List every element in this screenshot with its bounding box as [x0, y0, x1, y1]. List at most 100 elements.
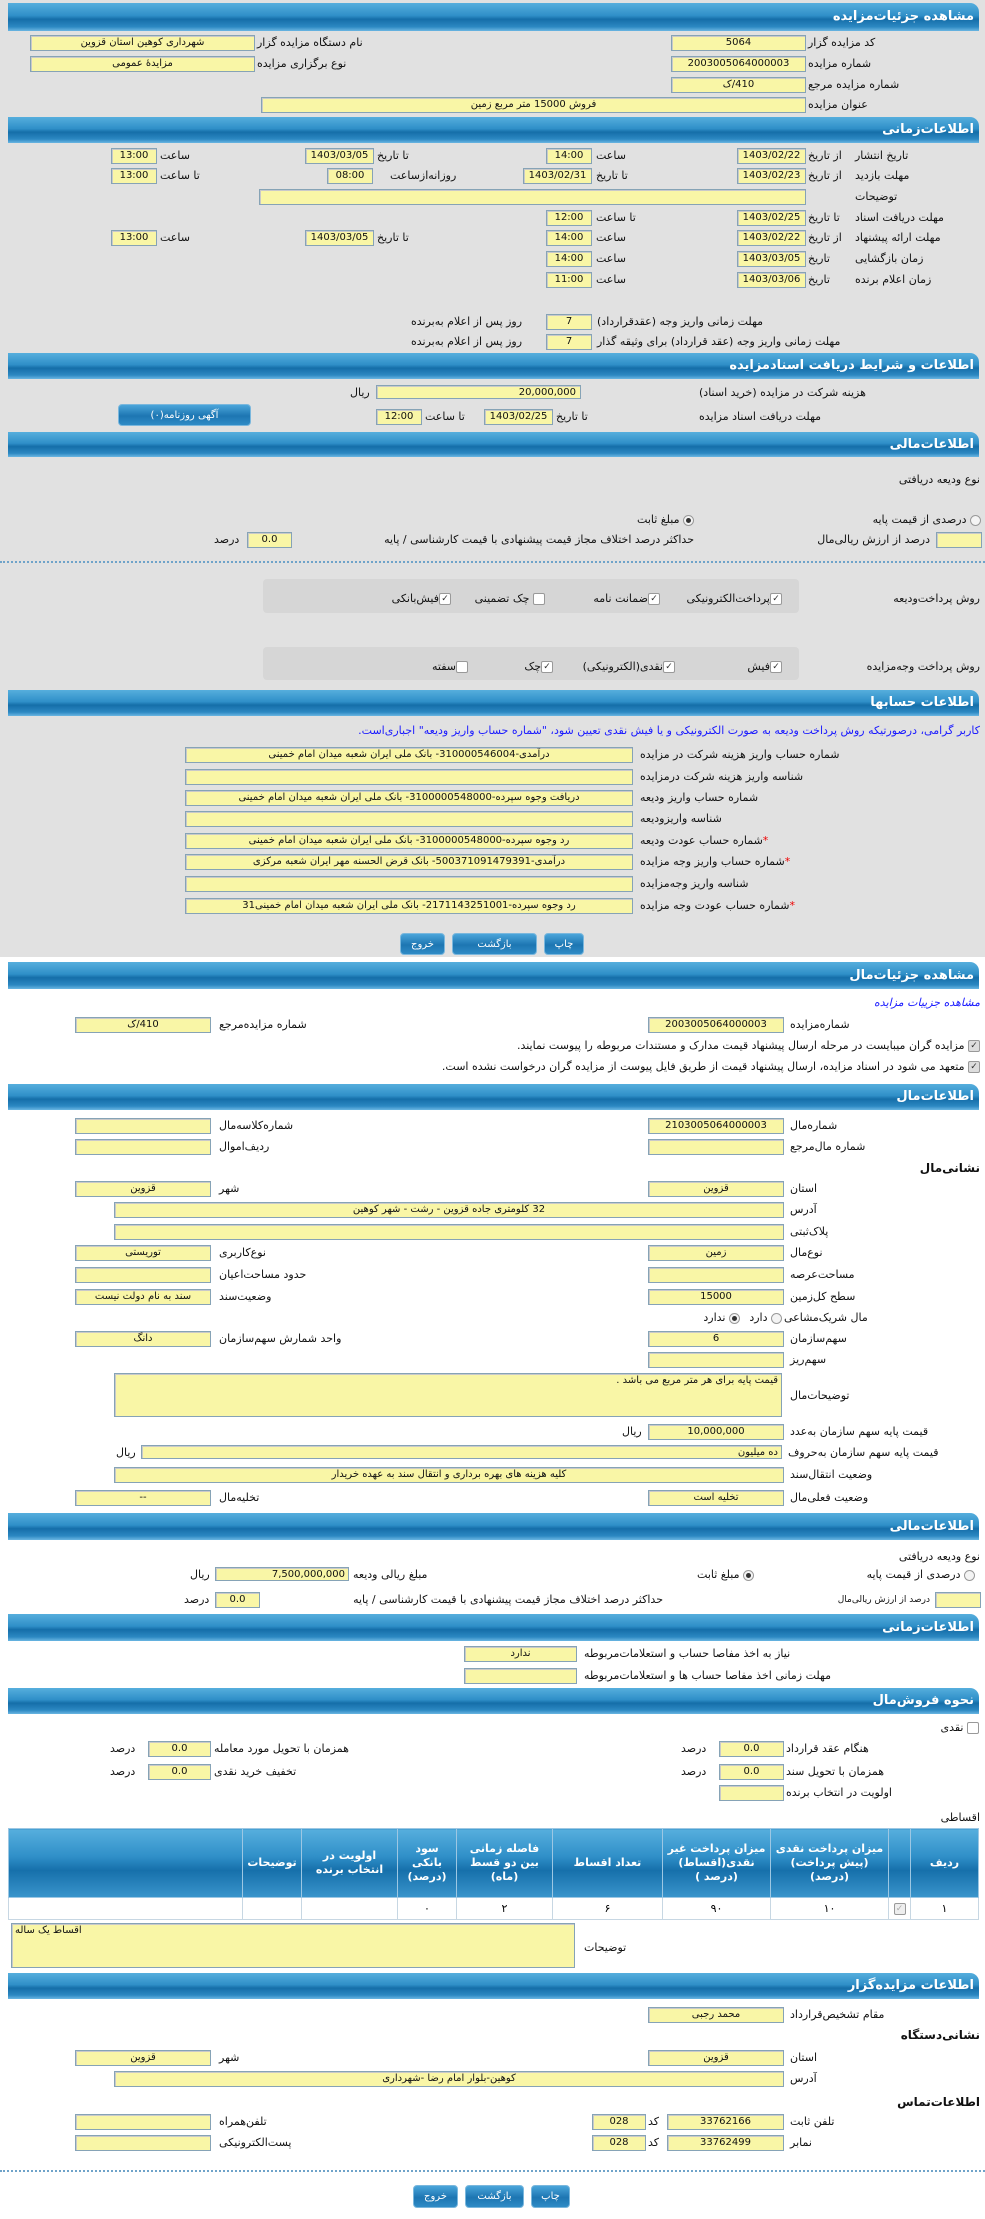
checkbox-check[interactable]: ✓چک — [524, 659, 553, 675]
opening-date[interactable]: 1403/03/05 — [737, 251, 806, 267]
account-field[interactable] — [185, 811, 633, 827]
checkbox-checked-icon[interactable]: ✓ — [541, 661, 553, 673]
account-field[interactable]: درآمدی-310000546004- بانک ملی ایران شعبه… — [185, 747, 633, 763]
building-area-field[interactable] — [75, 1267, 211, 1283]
radio-percent-of-base[interactable]: درصدی از قیمت پایه — [867, 1567, 975, 1583]
org-address-field[interactable]: کوهین-بلوار امام رضا -شهرداری — [114, 2071, 784, 2087]
offer-to-date[interactable]: 1403/03/05 — [305, 230, 374, 246]
checkbox-cash-electronic[interactable]: ✓نقدی(الکترونیکی) — [583, 659, 675, 675]
offer-from-hour[interactable]: 14:00 — [546, 230, 592, 246]
checkbox-attach-docs[interactable]: ✓ مزایده گران میبایست در مرحله ارسال پیش… — [517, 1038, 980, 1054]
winner-priority-field[interactable] — [719, 1785, 784, 1801]
org-city-field[interactable]: قزوین — [75, 2050, 211, 2066]
checkbox-checked-icon[interactable]: ✓ — [968, 1061, 980, 1073]
offer-from-date[interactable]: 1403/02/22 — [737, 230, 806, 246]
share-unit-field[interactable]: دانگ — [75, 1331, 211, 1347]
winner-hour[interactable]: 11:00 — [546, 272, 592, 288]
auction-number-field[interactable]: 2003005064000003 — [671, 56, 806, 72]
percent-of-value-field[interactable] — [935, 1592, 981, 1608]
checkbox-checked-icon[interactable]: ✓ — [648, 593, 660, 605]
clearance-needed-field[interactable]: ندارد — [464, 1646, 577, 1662]
auction-details-link[interactable]: مشاهده جزییات مزایده — [874, 996, 980, 1009]
city-field[interactable]: قزوین — [75, 1181, 211, 1197]
account-field[interactable]: دریافت وجوه سپرده-3100000548000- بانک مل… — [185, 790, 633, 806]
account-field[interactable]: درآمدی-500371091479391- بانک قرض الحسنه … — [185, 854, 633, 870]
land-area-field[interactable] — [648, 1267, 784, 1283]
checkbox-promissory-note[interactable]: سفته — [432, 659, 468, 675]
org-province-field[interactable]: قزوین — [648, 2050, 784, 2066]
checkbox-checked-icon[interactable]: ✓ — [968, 1040, 980, 1052]
evacuation-field[interactable]: -- — [75, 1490, 211, 1506]
delivery-percent-field[interactable]: 0.0 — [148, 1741, 211, 1757]
print-button[interactable]: چاپ — [531, 2185, 570, 2208]
address-field[interactable]: 32 کلومتری جاده قزوین - رشت - شهر کوهین — [114, 1202, 784, 1218]
checkbox-no-file-offer[interactable]: ✓ متعهد می شود در اسناد مزایده، ارسال پی… — [442, 1059, 980, 1075]
phone-code-field[interactable]: 028 — [592, 2114, 646, 2130]
checkbox-checked-icon[interactable]: ✓ — [770, 661, 782, 673]
deed-transfer-field[interactable]: کلیه هزینه های بهره برداری و انتقال سند … — [114, 1467, 784, 1483]
deed-status-field[interactable]: سند به نام دولت نیست — [75, 1289, 211, 1305]
publish-to-date[interactable]: 1403/03/05 — [305, 148, 374, 164]
file-number-field[interactable] — [75, 1118, 211, 1134]
base-price-number-field[interactable]: 10,000,000 — [648, 1424, 784, 1440]
exit-button[interactable]: خروج — [400, 933, 445, 955]
account-field[interactable]: رد وجوه سپرده-3100000548000- بانک ملی ای… — [185, 833, 633, 849]
contract-authority-field[interactable]: محمد رجبی — [648, 2007, 784, 2023]
clearance-deadline-field[interactable] — [464, 1668, 577, 1684]
checkbox-slip[interactable]: ✓فیش — [747, 659, 782, 675]
checkbox-electronic-payment[interactable]: ✓پرداخت‌الکترونیکی — [687, 591, 782, 607]
item-auction-number-field[interactable]: 2003005064000003 — [648, 1017, 784, 1033]
checkbox-guarantee-letter[interactable]: ✓ضمانت نامه — [593, 591, 660, 607]
payment-days-contract[interactable]: 7 — [546, 314, 592, 330]
participation-fee-field[interactable]: 20,000,000 — [376, 385, 581, 399]
fax-code-field[interactable]: 028 — [592, 2135, 646, 2151]
auction-type-field[interactable]: مزایدهٔ عمومی — [30, 56, 255, 72]
account-field[interactable] — [185, 876, 633, 892]
doc-to-hour[interactable]: 12:00 — [546, 210, 592, 226]
max-diff-field[interactable]: 0.0 — [247, 532, 292, 548]
print-button[interactable]: چاپ — [544, 933, 584, 955]
time-description-field[interactable] — [259, 189, 806, 205]
radio-has[interactable]: دارد — [749, 1310, 782, 1326]
radio-checked-icon[interactable] — [743, 1569, 754, 1581]
installments-description-textarea[interactable]: اقساط یک ساله — [11, 1923, 575, 1968]
doc-receive-hour[interactable]: 12:00 — [376, 409, 422, 425]
opening-hour[interactable]: 14:00 — [546, 251, 592, 267]
payment-days-guarantor[interactable]: 7 — [546, 334, 592, 350]
newspaper-ad-button[interactable]: آگهی روزنامه(۰) — [118, 404, 251, 426]
radio-percent-of-base[interactable]: درصدی از قیمت پایه — [873, 512, 981, 528]
doc-receive-date[interactable]: 1403/02/25 — [484, 409, 553, 425]
checkbox-unchecked-icon[interactable] — [533, 593, 545, 605]
percent-of-value-field[interactable] — [936, 532, 982, 548]
checkbox-cash[interactable]: نقدی — [940, 1720, 979, 1736]
checkbox-checked-icon[interactable]: ✓ — [893, 1903, 906, 1915]
back-button[interactable]: بازگشت — [465, 2185, 524, 2208]
ref-number-field[interactable]: 410/ک — [671, 77, 806, 93]
visit-from-date[interactable]: 1403/02/23 — [737, 168, 806, 184]
checkbox-guarantee-check[interactable]: چک تضمینی — [475, 591, 545, 607]
item-ref-number-field[interactable]: 410/ک — [75, 1017, 211, 1033]
radio-icon[interactable] — [964, 1569, 975, 1581]
phone-field[interactable]: 33762166 — [667, 2114, 784, 2130]
radio-has-not[interactable]: ندارد — [703, 1310, 740, 1326]
visit-to-hour[interactable]: 13:00 — [111, 168, 157, 184]
total-land-field[interactable]: 15000 — [648, 1289, 784, 1305]
account-field[interactable] — [185, 769, 633, 785]
auctioneer-code-field[interactable]: 5064 — [671, 35, 806, 51]
radio-fixed-amount[interactable]: مبلغ ثابت — [637, 512, 694, 528]
deed-delivery-percent-field[interactable]: 0.0 — [719, 1764, 784, 1780]
org-name-field[interactable]: شهرداری کوهین استان قزوین — [30, 35, 255, 51]
property-description-textarea[interactable]: قیمت پایه برای هر متر مربع می باشد . — [114, 1373, 782, 1417]
fax-field[interactable]: 33762499 — [667, 2135, 784, 2151]
property-ref-field[interactable] — [648, 1139, 784, 1155]
radio-fixed-amount[interactable]: مبلغ ثابت — [697, 1567, 754, 1583]
property-number-field[interactable]: 2103005064000003 — [648, 1118, 784, 1134]
account-field[interactable]: رد وجوه سپرده-2171143251001- بانک ملی ای… — [185, 898, 633, 914]
mobile-field[interactable] — [75, 2114, 211, 2130]
base-price-words-field[interactable]: ده میلیون — [141, 1445, 782, 1459]
checkbox-checked-icon[interactable]: ✓ — [439, 593, 451, 605]
winner-date[interactable]: 1403/03/06 — [737, 272, 806, 288]
visit-to-date[interactable]: 1403/02/31 — [523, 168, 592, 184]
auction-title-field[interactable]: فروش 15000 متر مربع زمین — [261, 97, 806, 113]
checkbox-checked-icon[interactable]: ✓ — [663, 661, 675, 673]
